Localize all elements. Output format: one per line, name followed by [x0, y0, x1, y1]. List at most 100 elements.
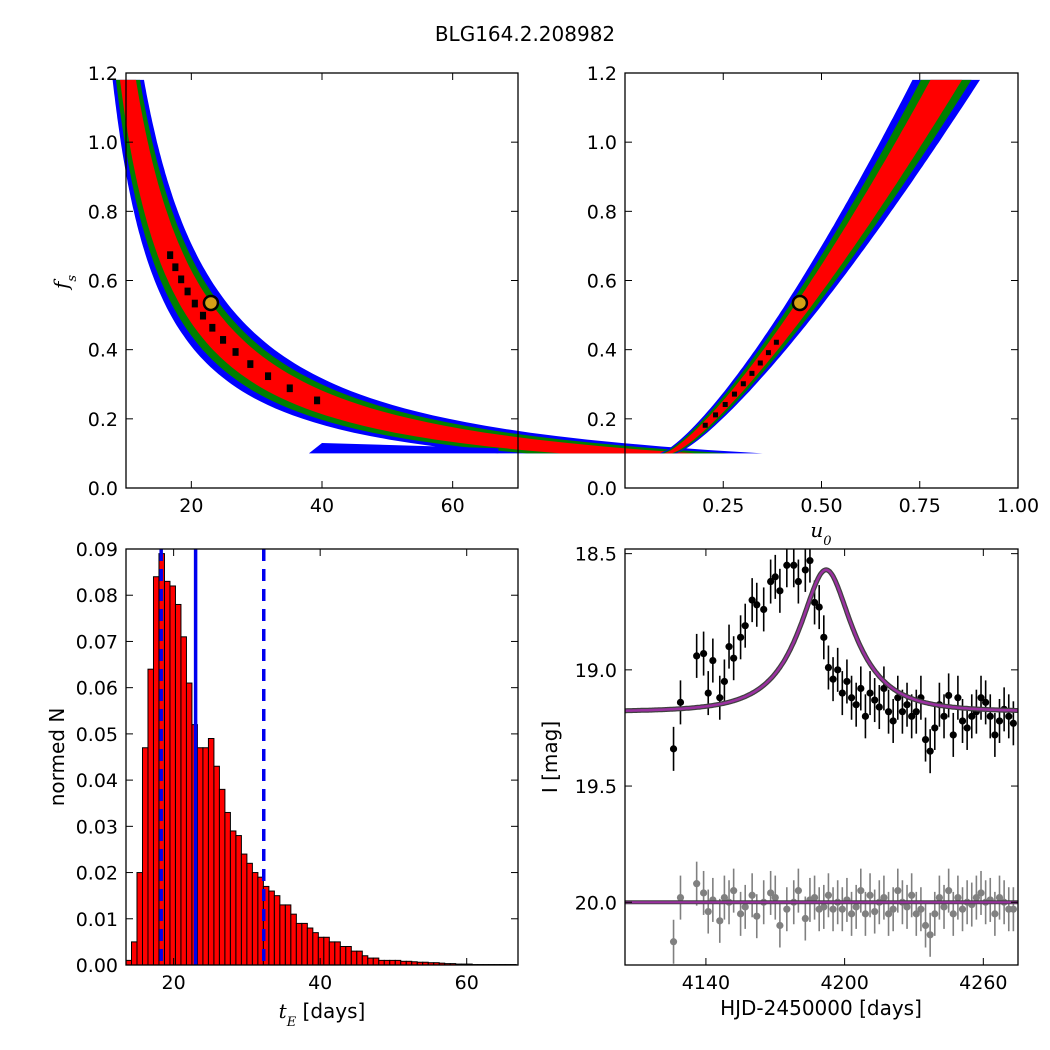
u0-fs-xtick-label: 1.00 [997, 495, 1039, 517]
observation-point [794, 577, 802, 586]
te-fs-ytick-label: 0.6 [88, 271, 118, 293]
te-histogram-bar [378, 959, 385, 966]
te-fs-best-cell [167, 251, 174, 259]
te-histogram-bar [229, 830, 237, 966]
te-histogram-bar [279, 904, 286, 966]
observation-point [991, 731, 999, 739]
residual-point [931, 910, 939, 918]
residual-point [995, 894, 1004, 902]
observation-point [954, 694, 962, 702]
observation-point [824, 663, 833, 672]
u0-fs-xlabel: u0 [810, 518, 831, 549]
u0-fs-xtick-label: 0.25 [702, 495, 744, 517]
observation-point [949, 731, 957, 739]
lightcurve-ticks: 4140 4200 4260 18.5 19.0 19.5 20.0 [575, 544, 1018, 994]
te-fs-band-1sigma [120, 79, 696, 454]
te-histogram-ytick-label: 0.07 [76, 631, 118, 653]
observation-point [903, 701, 911, 709]
lightcurve-ytick-label: 20.0 [575, 892, 617, 914]
te-fs-best-cell [191, 299, 198, 308]
u0-fs-best-cell [731, 391, 737, 397]
residual-point [794, 887, 802, 895]
lightcurve-ytick-label: 19.5 [575, 776, 617, 798]
observation-point [829, 675, 837, 683]
te-fs-ytick-label: 0.4 [88, 340, 118, 362]
te-histogram-bar [367, 957, 374, 966]
te-histogram-bar [334, 941, 341, 966]
observation-point [871, 696, 879, 704]
lightcurve-clip-group [625, 549, 1018, 964]
residual-point [693, 880, 701, 888]
observation-point [982, 698, 990, 706]
te-histogram-bar [295, 922, 303, 966]
te-histogram-bar [147, 668, 154, 966]
te-histogram-bar [383, 959, 391, 966]
u0-fs-best-cell [740, 381, 746, 387]
observation-point [736, 633, 745, 641]
observation-point [748, 596, 756, 604]
u0-fs-best-cell [773, 339, 779, 345]
te-histogram-ytick-label: 0.01 [76, 909, 118, 931]
te-fs-best-fit-marker [202, 294, 220, 312]
u0-fs-ticks: 0.25 0.50 0.75 1.00 0.0 0.2 0.4 0.6 0.8 1.0 1.2 [587, 63, 1039, 517]
te-fs-ytick-label: 0.8 [88, 201, 118, 223]
te-histogram-xlabel: tE [days] [279, 999, 366, 1030]
observation-point [1005, 712, 1013, 720]
te-histogram-bar [141, 747, 149, 966]
observation-point [857, 684, 865, 693]
te-histogram-xtick-label: 20 [162, 972, 186, 994]
te-histogram-bar [394, 959, 402, 966]
te-fs-best-cell [286, 384, 293, 393]
te-histogram-bar [136, 872, 143, 966]
te-histogram-bar [356, 950, 363, 966]
te-histogram-bar [240, 853, 248, 966]
te-histogram-bar [218, 788, 226, 966]
te-histogram-bar [251, 872, 259, 966]
residual-point [871, 907, 879, 916]
observation-point [801, 566, 809, 574]
residual-point [669, 938, 678, 946]
observation-point [820, 633, 828, 641]
observation-point [926, 747, 934, 755]
residual-point [716, 917, 724, 925]
te-histogram-bar [290, 913, 297, 966]
observation-point [730, 654, 738, 662]
observation-point [709, 656, 717, 665]
residual-point [1009, 905, 1017, 913]
u0-fs-xtick-label: 0.75 [899, 495, 941, 517]
te-histogram-bar [306, 927, 314, 966]
te-histogram-bar [152, 576, 160, 966]
te-histogram-bar [339, 946, 347, 966]
residual-point [838, 905, 846, 913]
observation-point [875, 703, 883, 711]
residual-point [857, 887, 865, 895]
te-fs-ytick-label: 0.2 [88, 409, 118, 431]
observation-point [806, 557, 814, 565]
observation-point [995, 717, 1004, 725]
te-histogram-bar [372, 957, 380, 966]
te-histogram-bar [345, 946, 352, 966]
u0-fs-best-cell [722, 402, 728, 407]
te-fs-ytick-label: 1.0 [88, 132, 118, 154]
te-histogram-bar [246, 862, 253, 966]
te-histogram-bar [268, 890, 275, 966]
lightcurve-model [625, 568, 1018, 712]
te-histogram-xtick-label: 40 [308, 972, 332, 994]
observation-point [741, 622, 749, 630]
observation-point [931, 724, 939, 732]
residual-point [880, 894, 888, 902]
residual-point [972, 894, 980, 902]
te-histogram-bar [180, 636, 187, 966]
observation-point [884, 708, 893, 716]
te-histogram-bar [301, 922, 308, 966]
u0-fs-ytick-label: 0.0 [587, 478, 617, 500]
observation-point [908, 712, 916, 720]
residual-point [912, 910, 920, 918]
observation-point [704, 689, 712, 697]
te-fs-tail [308, 443, 499, 454]
residual-point [949, 910, 957, 918]
te-histogram-bar [323, 936, 330, 966]
lightcurve-plot [625, 549, 1018, 964]
observation-point [945, 691, 953, 700]
